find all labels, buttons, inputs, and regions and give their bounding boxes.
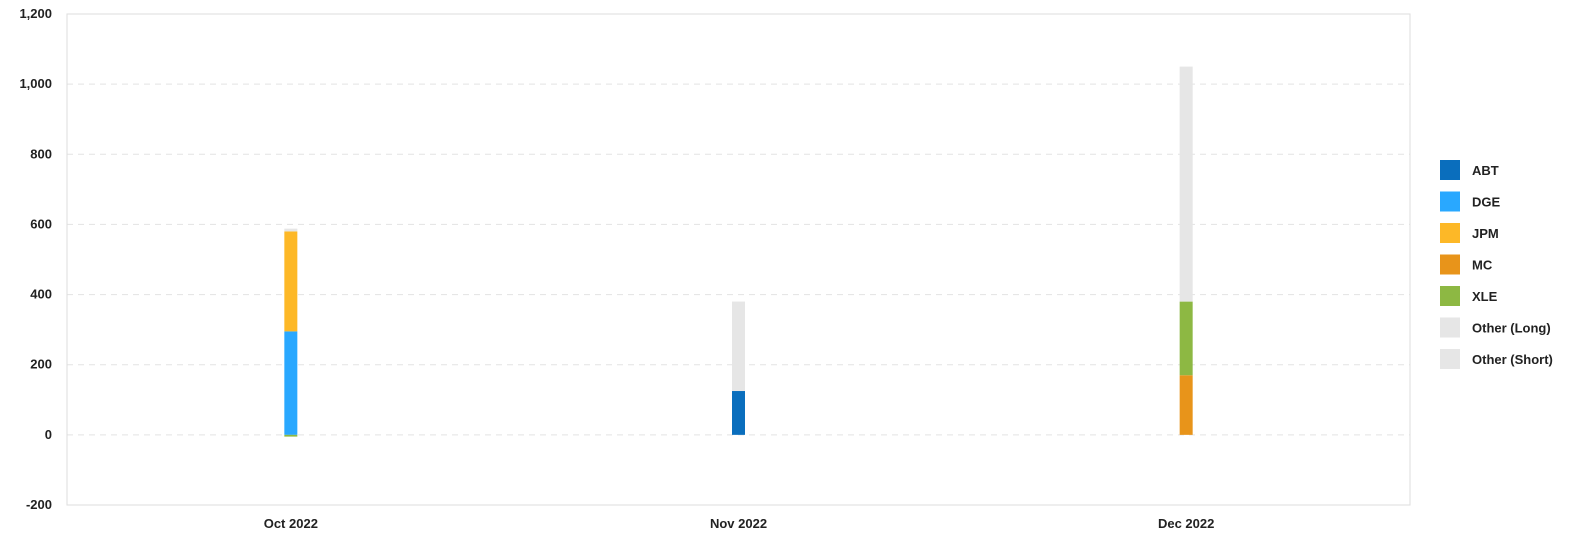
y-tick-label: 400 — [30, 287, 52, 302]
y-tick-label: 800 — [30, 146, 52, 161]
legend-label: ABT — [1472, 163, 1499, 178]
legend-item[interactable]: XLE — [1440, 286, 1498, 306]
x-tick-label: Oct 2022 — [264, 516, 318, 531]
bar-segment-jpm[interactable] — [284, 231, 298, 332]
legend-item[interactable]: DGE — [1440, 191, 1501, 212]
bar-segment-mc[interactable] — [1179, 375, 1193, 435]
legend-label: Other (Short) — [1472, 352, 1553, 367]
legend-swatch — [1440, 286, 1460, 306]
legend-item[interactable]: Other (Long) — [1440, 317, 1551, 338]
y-tick-label: 600 — [30, 216, 52, 231]
legend-label: JPM — [1472, 226, 1499, 241]
legend-item[interactable]: ABT — [1440, 160, 1499, 180]
legend-swatch — [1440, 160, 1460, 180]
legend-item[interactable]: Other (Short) — [1440, 349, 1553, 369]
bar-segment-other-long[interactable] — [732, 301, 745, 392]
plot-area-border — [66, 13, 1411, 506]
y-tick-label: 1,200 — [19, 6, 52, 21]
y-tick-label: 1,000 — [19, 76, 52, 91]
y-tick-label: 200 — [30, 357, 52, 372]
legend-swatch — [1440, 254, 1460, 275]
x-axis: Oct 2022 Nov 2022 Dec 2022 — [264, 516, 1215, 531]
legend-label: Other (Long) — [1472, 321, 1551, 336]
legend-swatch — [1440, 317, 1460, 338]
bar-segment-other-long[interactable] — [284, 228, 298, 232]
bar-segment-dge[interactable] — [284, 331, 298, 435]
legend[interactable]: ABT DGE JPM MC XLE Other (Long) Other (Short) — [1440, 160, 1553, 369]
legend-label: MC — [1472, 258, 1493, 273]
legend-swatch — [1440, 223, 1460, 243]
x-tick-label: Dec 2022 — [1158, 516, 1214, 531]
legend-label: DGE — [1472, 195, 1501, 210]
y-axis: -200 0 200 400 600 800 1,000 1,200 — [19, 6, 52, 512]
bar-segment-xle[interactable] — [284, 434, 298, 437]
bars-group — [284, 66, 1193, 437]
legend-swatch — [1440, 191, 1460, 212]
x-tick-label: Nov 2022 — [710, 516, 767, 531]
y-tick-label: -200 — [26, 497, 52, 512]
legend-swatch — [1440, 349, 1460, 369]
bar-segment-other-long[interactable] — [1179, 66, 1193, 302]
y-tick-label: 0 — [45, 427, 52, 442]
legend-item[interactable]: MC — [1440, 254, 1493, 275]
legend-item[interactable]: JPM — [1440, 223, 1499, 243]
legend-label: XLE — [1472, 289, 1498, 304]
bar-segment-xle[interactable] — [1179, 301, 1193, 376]
bar-segment-abt[interactable] — [732, 391, 745, 435]
